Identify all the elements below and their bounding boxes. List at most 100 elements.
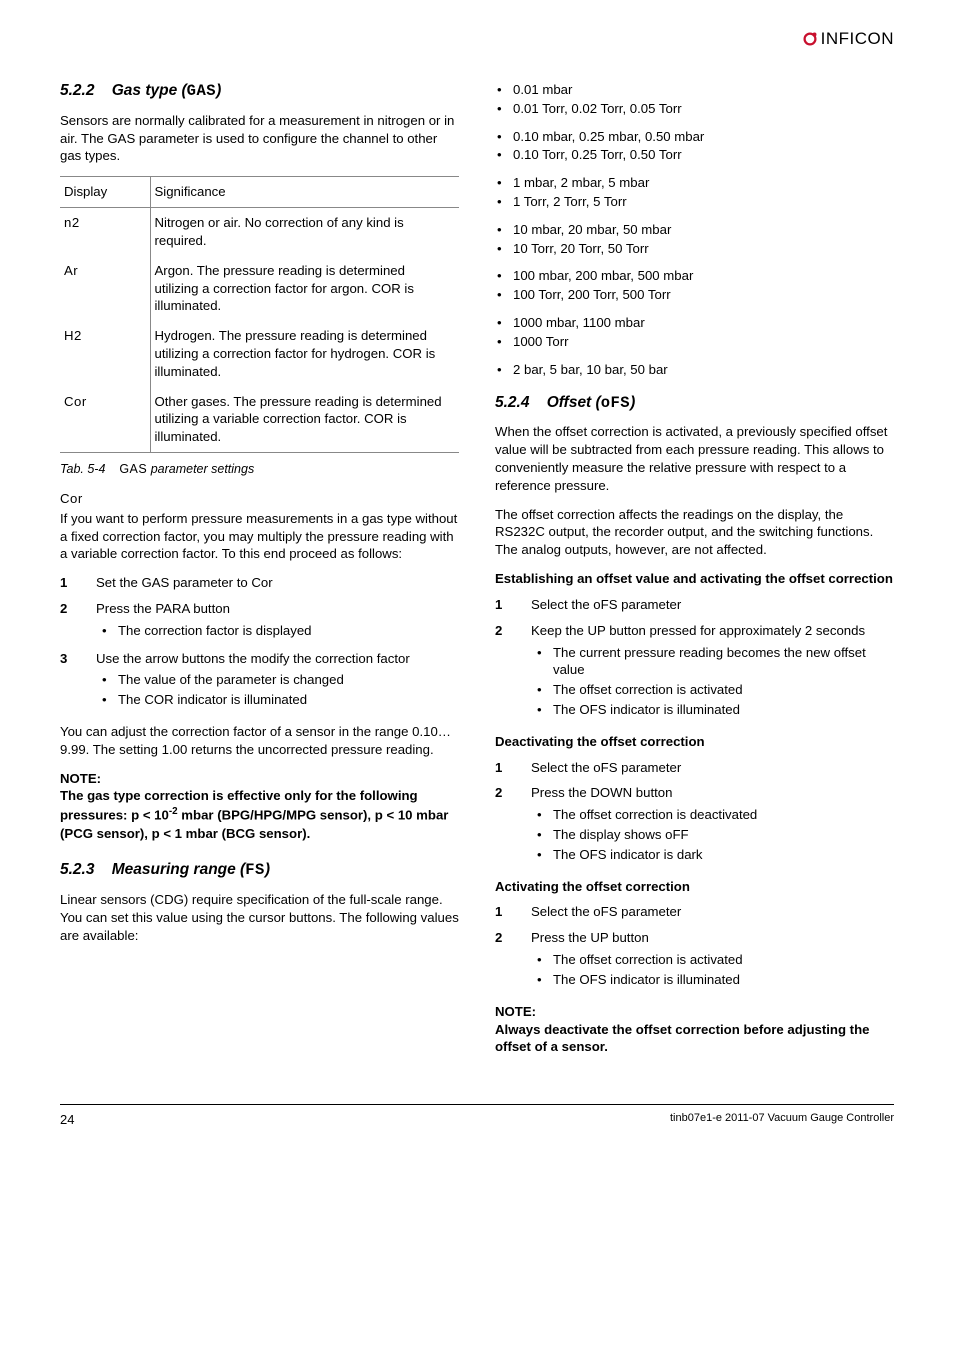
table-header-significance: Significance — [150, 177, 459, 208]
heading-code: oFS — [601, 394, 630, 412]
table-cell-display: H2 — [60, 321, 150, 386]
value-item: 0.10 Torr, 0.25 Torr, 0.50 Torr — [495, 146, 894, 164]
step-text: Use the arrow buttons the modify the cor… — [96, 651, 410, 666]
step-text: Select the oFS parameter — [531, 903, 894, 921]
sub-item: The current pressure reading becomes the… — [531, 644, 894, 680]
note-label: NOTE: — [60, 770, 459, 788]
value-item: 1 mbar, 2 mbar, 5 mbar — [495, 174, 894, 192]
step-number: 1 — [60, 574, 96, 592]
sub-item: The COR indicator is illuminated — [96, 691, 459, 709]
table-caption: Tab. 5-4 GAS parameter settings — [60, 461, 459, 478]
note-body: Always deactivate the offset correction … — [495, 1021, 894, 1057]
inficon-logo: INFICON — [801, 28, 894, 51]
step-number: 2 — [495, 784, 531, 865]
inficon-logo-icon — [801, 30, 819, 48]
step-sublist: The offset correction is deactivated The… — [531, 806, 894, 863]
establish-heading: Establishing an offset value and activat… — [495, 570, 894, 588]
offset-p1: When the offset correction is activated,… — [495, 423, 894, 494]
heading-title: Gas type ( — [112, 82, 187, 99]
heading-code: GAS — [187, 82, 216, 100]
value-group: 10 mbar, 20 mbar, 50 mbar 10 Torr, 20 To… — [495, 221, 894, 258]
section-523-intro: Linear sensors (CDG) require specificati… — [60, 891, 459, 944]
inficon-logo-text: INFICON — [821, 28, 894, 51]
step-body: Press the PARA button The correction fac… — [96, 600, 459, 642]
sub-item: The offset correction is activated — [531, 951, 894, 969]
sub-item: The offset correction is activated — [531, 681, 894, 699]
section-522-intro: Sensors are normally calibrated for a me… — [60, 112, 459, 165]
table-cell-significance: Argon. The pressure reading is determine… — [150, 256, 459, 321]
table-row: H2 Hydrogen. The pressure reading is det… — [60, 321, 459, 386]
step-body: Press the DOWN button The offset correct… — [531, 784, 894, 865]
caption-code: GAS — [119, 462, 147, 476]
step-number: 3 — [60, 650, 96, 711]
deactivate-heading: Deactivating the offset correction — [495, 733, 894, 751]
activate-steps: 1 Select the oFS parameter 2 Press the U… — [495, 903, 894, 990]
value-item: 1000 mbar, 1100 mbar — [495, 314, 894, 332]
page-number: 24 — [60, 1111, 74, 1129]
step-item: 2 Press the DOWN button The offset corre… — [495, 784, 894, 865]
sub-item: The OFS indicator is illuminated — [531, 701, 894, 719]
section-522-heading: 5.2.2 Gas type (GAS) — [60, 81, 459, 102]
value-item: 100 mbar, 200 mbar, 500 mbar — [495, 267, 894, 285]
sub-item: The correction factor is displayed — [96, 622, 459, 640]
value-item: 0.01 mbar — [495, 81, 894, 99]
table-cell-significance: Other gases. The pressure reading is det… — [150, 387, 459, 453]
heading-close: ) — [265, 861, 270, 878]
value-item: 1000 Torr — [495, 333, 894, 351]
sub-item: The offset correction is deactivated — [531, 806, 894, 824]
content-columns: 5.2.2 Gas type (GAS) Sensors are normall… — [60, 81, 894, 1074]
header-logo-row: INFICON — [60, 28, 894, 51]
heading-number: 5.2.2 — [60, 82, 94, 99]
value-group: 1000 mbar, 1100 mbar 1000 Torr — [495, 314, 894, 351]
step-item: 2 Press the UP button The offset correct… — [495, 929, 894, 990]
sub-item: The value of the parameter is changed — [96, 671, 459, 689]
step-number: 2 — [495, 622, 531, 721]
note-label: NOTE: — [495, 1003, 894, 1021]
step-sublist: The correction factor is displayed — [96, 622, 459, 640]
offset-p2: The offset correction affects the readin… — [495, 506, 894, 559]
caption-rest: parameter settings — [147, 462, 254, 476]
table-cell-display: n2 — [60, 208, 150, 256]
table-row: n2 Nitrogen or air. No correction of any… — [60, 208, 459, 256]
step-text: Select the oFS parameter — [531, 596, 894, 614]
step-item: 1 Select the oFS parameter — [495, 903, 894, 921]
value-item: 1 Torr, 2 Torr, 5 Torr — [495, 193, 894, 211]
value-item: 10 Torr, 20 Torr, 50 Torr — [495, 240, 894, 258]
sub-item: The display shows oFF — [531, 826, 894, 844]
step-text: Press the UP button — [531, 930, 649, 945]
step-item: 1 Set the GAS parameter to Cor — [60, 574, 459, 592]
activate-heading: Activating the offset correction — [495, 878, 894, 896]
step-text: Keep the UP button pressed for approxima… — [531, 623, 865, 638]
step-text: Press the PARA button — [96, 601, 230, 616]
table-row: Ar Argon. The pressure reading is determ… — [60, 256, 459, 321]
step-body: Keep the UP button pressed for approxima… — [531, 622, 894, 721]
gas-parameter-table: Display Significance n2 Nitrogen or air.… — [60, 176, 459, 453]
heading-number: 5.2.4 — [495, 394, 529, 411]
note-body: The gas type correction is effective onl… — [60, 787, 459, 842]
table-cell-display: Ar — [60, 256, 150, 321]
value-item: 100 Torr, 200 Torr, 500 Torr — [495, 286, 894, 304]
step-item: 3 Use the arrow buttons the modify the c… — [60, 650, 459, 711]
step-item: 2 Keep the UP button pressed for approxi… — [495, 622, 894, 721]
table-cell-significance: Nitrogen or air. No correction of any ki… — [150, 208, 459, 256]
step-item: 1 Select the oFS parameter — [495, 759, 894, 777]
value-item: 10 mbar, 20 mbar, 50 mbar — [495, 221, 894, 239]
section-523-heading: 5.2.3 Measuring range (FS) — [60, 860, 459, 881]
page-footer: 24 tinb07e1-e 2011-07 Vacuum Gauge Contr… — [60, 1104, 894, 1129]
table-row: Cor Other gases. The pressure reading is… — [60, 387, 459, 453]
value-item: 0.01 Torr, 0.02 Torr, 0.05 Torr — [495, 100, 894, 118]
table-cell-display: Cor — [60, 387, 150, 453]
step-number: 1 — [495, 759, 531, 777]
left-column: 5.2.2 Gas type (GAS) Sensors are normall… — [60, 81, 459, 1074]
heading-title: Measuring range ( — [112, 861, 246, 878]
step-number: 2 — [495, 929, 531, 990]
sub-item: The OFS indicator is dark — [531, 846, 894, 864]
value-group: 2 bar, 5 bar, 10 bar, 50 bar — [495, 361, 894, 379]
caption-label: Tab. 5-4 — [60, 462, 105, 476]
step-sublist: The value of the parameter is changed Th… — [96, 671, 459, 709]
step-number: 1 — [495, 596, 531, 614]
step-sublist: The current pressure reading becomes the… — [531, 644, 894, 719]
value-group: 100 mbar, 200 mbar, 500 mbar 100 Torr, 2… — [495, 267, 894, 304]
cor-intro: If you want to perform pressure measurem… — [60, 510, 459, 563]
cor-steps: 1 Set the GAS parameter to Cor 2 Press t… — [60, 574, 459, 711]
